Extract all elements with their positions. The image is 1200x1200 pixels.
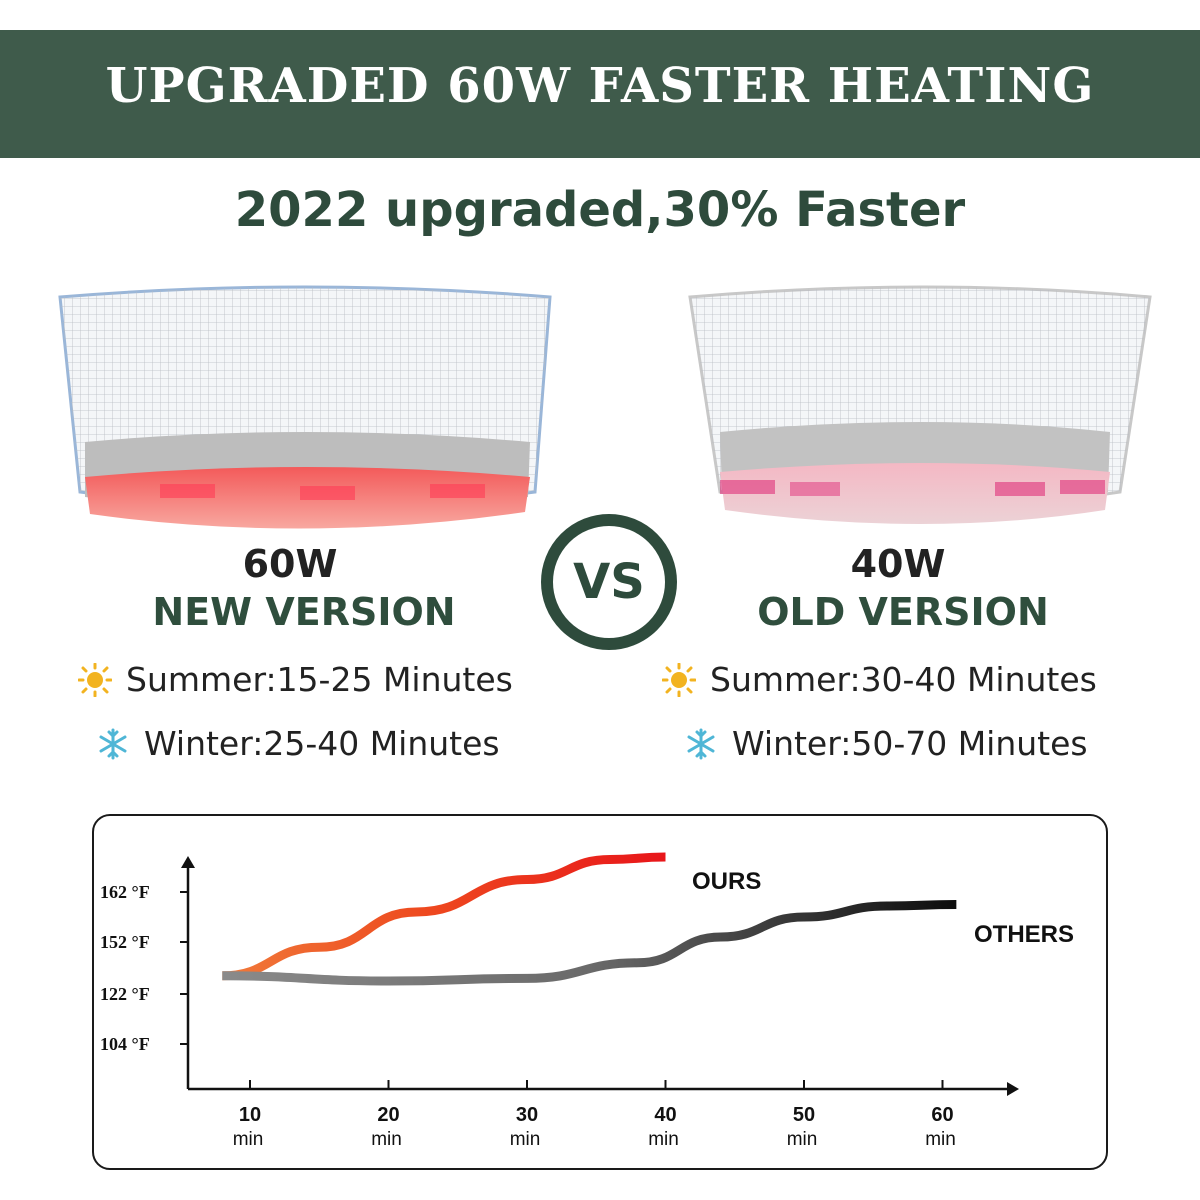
old-winter-time: Winter:50-70 Minutes — [684, 724, 1088, 763]
ours-line — [222, 852, 666, 981]
new-summer-text: Summer:15-25 Minutes — [126, 660, 513, 699]
y-tick-label: 104 °F — [100, 1034, 150, 1054]
new-winter-text: Winter:25-40 Minutes — [144, 724, 500, 763]
snowflake-icon — [684, 727, 718, 761]
sun-icon — [661, 662, 697, 697]
vs-badge: VS — [541, 514, 677, 650]
new-summer-time: Summer:15-25 Minutes — [77, 660, 513, 699]
banner-title: UPGRADED 60W FASTER HEATING — [105, 58, 1095, 114]
old-watt-label: 40W — [850, 542, 946, 586]
x-tick-unit: min — [648, 1129, 679, 1150]
title-banner — [0, 30, 1200, 158]
old-summer-text: Summer:30-40 Minutes — [710, 660, 1097, 699]
old-summer-time: Summer:30-40 Minutes — [661, 660, 1097, 699]
new-watt-label: 60W — [242, 542, 338, 586]
new-version-label: NEW VERSION — [152, 590, 456, 634]
others-line-label: OTHERS — [974, 921, 1074, 948]
y-tick-label: 152 °F — [100, 932, 150, 952]
others-line — [222, 900, 957, 986]
x-tick-unit: min — [510, 1129, 541, 1150]
y-tick-label: 122 °F — [100, 984, 150, 1004]
y-tick-label: 162 °F — [100, 882, 150, 902]
old-heater-image — [680, 282, 1170, 542]
old-version-label: OLD VERSION — [757, 590, 1049, 634]
x-tick-label: 40 — [654, 1104, 676, 1126]
x-tick-label: 10 — [239, 1104, 261, 1126]
x-tick-unit: min — [925, 1129, 956, 1150]
x-tick-label: 50 — [793, 1104, 815, 1126]
new-winter-time: Winter:25-40 Minutes — [96, 724, 500, 763]
vs-label: VS — [573, 554, 645, 610]
x-tick-unit: min — [233, 1129, 264, 1150]
x-tick-label: 20 — [377, 1104, 399, 1126]
heating-time-chart: 10 min 20 min 30 min 40 min 50 min 60 min 104 °F 122 … — [100, 852, 1074, 1150]
x-tick-label: 60 — [931, 1104, 953, 1126]
new-heater-image — [40, 282, 570, 542]
x-tick-label: 30 — [516, 1104, 538, 1126]
snowflake-icon — [96, 727, 130, 761]
x-tick-unit: min — [371, 1129, 402, 1150]
heating-chart-frame — [92, 814, 1108, 1170]
subtitle: 2022 upgraded,30% Faster — [234, 182, 966, 238]
x-axis-arrow — [1007, 1082, 1019, 1096]
y-axis-arrow — [181, 856, 195, 868]
old-winter-text: Winter:50-70 Minutes — [732, 724, 1088, 763]
sun-icon — [77, 662, 113, 697]
ours-line-label: OURS — [692, 868, 761, 895]
x-tick-unit: min — [787, 1129, 818, 1150]
